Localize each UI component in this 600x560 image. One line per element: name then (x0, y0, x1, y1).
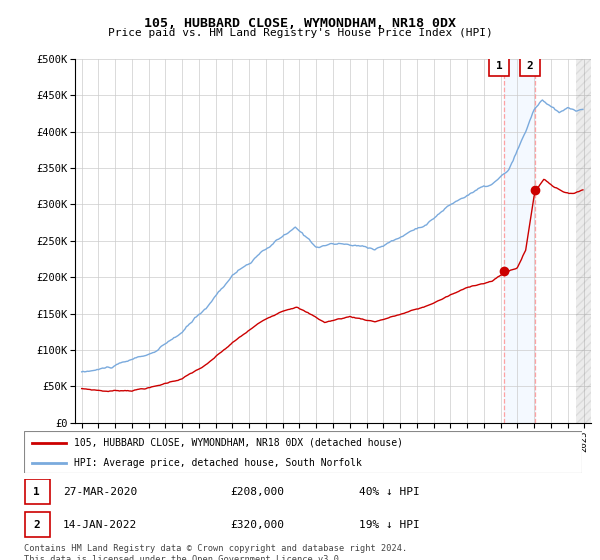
Text: HPI: Average price, detached house, South Norfolk: HPI: Average price, detached house, Sout… (74, 458, 362, 468)
Bar (505, 59, 535, 423)
Text: 27-MAR-2020: 27-MAR-2020 (63, 487, 137, 497)
Bar (576, 59, 591, 423)
FancyBboxPatch shape (490, 56, 509, 76)
Bar (25, 479, 50, 504)
Text: 40% ↓ HPI: 40% ↓ HPI (359, 487, 419, 497)
Text: 19% ↓ HPI: 19% ↓ HPI (359, 520, 419, 530)
Text: 1: 1 (34, 487, 40, 497)
Text: 105, HUBBARD CLOSE, WYMONDHAM, NR18 0DX (detached house): 105, HUBBARD CLOSE, WYMONDHAM, NR18 0DX … (74, 437, 403, 447)
FancyBboxPatch shape (520, 56, 540, 76)
Text: Contains HM Land Registry data © Crown copyright and database right 2024.
This d: Contains HM Land Registry data © Crown c… (24, 544, 407, 560)
Text: 2: 2 (34, 520, 40, 530)
Text: 14-JAN-2022: 14-JAN-2022 (63, 520, 137, 530)
Text: 105, HUBBARD CLOSE, WYMONDHAM, NR18 0DX: 105, HUBBARD CLOSE, WYMONDHAM, NR18 0DX (144, 17, 456, 30)
Text: £320,000: £320,000 (230, 520, 284, 530)
Text: 2: 2 (526, 61, 533, 71)
Text: 1: 1 (496, 61, 503, 71)
Text: £208,000: £208,000 (230, 487, 284, 497)
Bar (25, 512, 50, 537)
Text: Price paid vs. HM Land Registry's House Price Index (HPI): Price paid vs. HM Land Registry's House … (107, 28, 493, 38)
